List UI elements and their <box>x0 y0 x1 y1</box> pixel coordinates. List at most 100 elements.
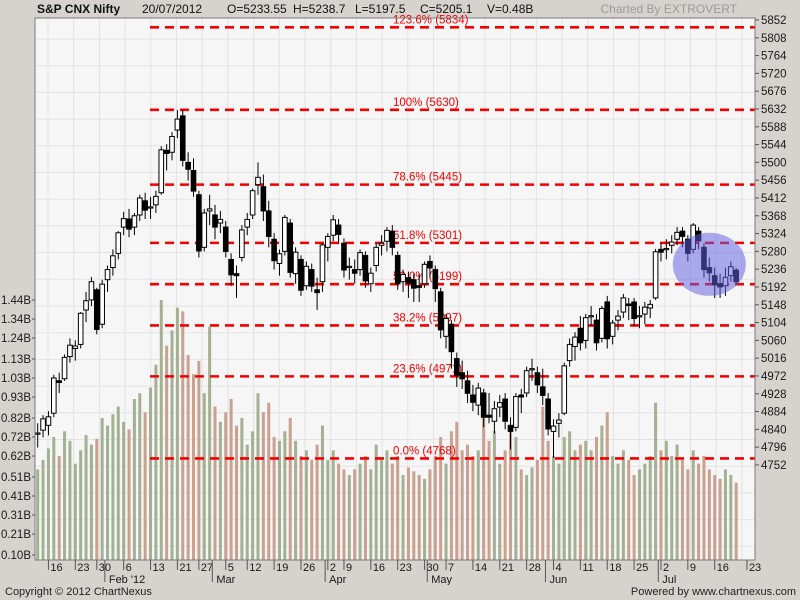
candle[interactable] <box>120 211 127 236</box>
candle[interactable] <box>163 144 170 171</box>
candle[interactable] <box>303 261 310 290</box>
candle[interactable] <box>61 354 68 381</box>
candle[interactable] <box>539 368 546 406</box>
candle[interactable] <box>604 295 611 349</box>
candle[interactable] <box>88 276 95 306</box>
candle[interactable] <box>529 358 535 381</box>
candle[interactable] <box>67 338 73 363</box>
candle[interactable] <box>486 392 492 424</box>
candle[interactable] <box>319 243 326 292</box>
candle[interactable] <box>443 314 449 349</box>
candle[interactable] <box>384 227 390 252</box>
candle[interactable] <box>566 338 573 367</box>
candle[interactable] <box>577 316 584 351</box>
candle[interactable] <box>663 239 670 260</box>
candle[interactable] <box>545 392 551 436</box>
candle[interactable] <box>233 265 240 298</box>
candle[interactable] <box>77 312 84 349</box>
candle[interactable] <box>335 219 342 244</box>
candle[interactable] <box>421 261 428 288</box>
candle[interactable] <box>196 190 202 258</box>
candle[interactable] <box>174 110 181 139</box>
candle[interactable] <box>464 370 471 404</box>
candle[interactable] <box>260 174 267 222</box>
candle[interactable] <box>362 251 369 288</box>
candle[interactable] <box>368 267 374 292</box>
candle[interactable] <box>271 233 277 270</box>
candle[interactable] <box>72 340 79 361</box>
candle[interactable] <box>131 212 138 236</box>
candle[interactable] <box>56 372 62 393</box>
candle[interactable] <box>212 204 218 240</box>
candle[interactable] <box>287 219 294 278</box>
candle[interactable] <box>453 352 460 387</box>
candle[interactable] <box>658 243 664 262</box>
candle[interactable] <box>513 392 519 432</box>
candle[interactable] <box>179 109 186 167</box>
candle[interactable] <box>239 225 245 262</box>
candle[interactable] <box>115 231 122 260</box>
candle[interactable] <box>142 192 148 220</box>
candle[interactable] <box>110 249 116 276</box>
candle[interactable] <box>636 305 643 329</box>
candle[interactable] <box>201 208 208 252</box>
candle[interactable] <box>373 243 379 272</box>
candle[interactable] <box>351 259 358 284</box>
candle[interactable] <box>325 233 331 262</box>
candle[interactable] <box>153 190 159 213</box>
candle[interactable] <box>556 413 562 438</box>
candle[interactable] <box>265 200 272 248</box>
candle[interactable] <box>217 210 224 234</box>
candle[interactable] <box>582 314 589 349</box>
candle[interactable] <box>518 388 525 414</box>
candle[interactable] <box>647 299 654 319</box>
candle[interactable] <box>292 247 299 284</box>
candle[interactable] <box>83 291 89 323</box>
candle[interactable] <box>249 188 256 220</box>
candle[interactable] <box>642 301 648 325</box>
candle[interactable] <box>491 401 498 434</box>
candle[interactable] <box>400 269 406 292</box>
candle[interactable] <box>206 194 213 226</box>
candle[interactable] <box>668 235 675 254</box>
candle[interactable] <box>550 419 557 458</box>
candle[interactable] <box>480 388 487 428</box>
candle[interactable] <box>357 249 363 276</box>
candle[interactable] <box>459 360 465 389</box>
candle[interactable] <box>341 238 347 278</box>
candle[interactable] <box>99 279 105 329</box>
candle[interactable] <box>389 225 396 256</box>
candle[interactable] <box>502 392 508 430</box>
candle[interactable] <box>405 271 412 298</box>
candle[interactable] <box>572 332 578 361</box>
candle[interactable] <box>534 366 541 393</box>
candle[interactable] <box>432 265 439 302</box>
candle[interactable] <box>93 287 100 335</box>
candle[interactable] <box>126 208 132 238</box>
candle[interactable] <box>308 263 315 292</box>
candle[interactable] <box>169 132 175 161</box>
candle[interactable] <box>631 297 637 327</box>
candle[interactable] <box>222 221 229 258</box>
candle[interactable] <box>282 214 288 256</box>
candle[interactable] <box>45 411 52 436</box>
candle[interactable] <box>346 257 353 280</box>
candle[interactable] <box>136 194 143 222</box>
candle[interactable] <box>411 273 417 302</box>
candle[interactable] <box>314 277 320 311</box>
candle[interactable] <box>561 362 568 416</box>
candle[interactable] <box>276 249 283 276</box>
candle[interactable] <box>475 382 482 416</box>
candle[interactable] <box>51 374 57 418</box>
price-chart[interactable]: 123.6% (5834) 100% (5630) 78.6% (5445) 61.8… <box>0 0 800 585</box>
candle[interactable] <box>599 305 605 343</box>
candle[interactable] <box>228 253 234 286</box>
candle[interactable] <box>244 212 251 236</box>
candle[interactable] <box>298 255 304 296</box>
candle[interactable] <box>427 255 433 278</box>
candle[interactable] <box>158 146 165 195</box>
candle[interactable] <box>40 415 46 438</box>
candle[interactable] <box>255 162 261 195</box>
candle[interactable] <box>470 384 476 412</box>
candle[interactable] <box>185 152 191 181</box>
